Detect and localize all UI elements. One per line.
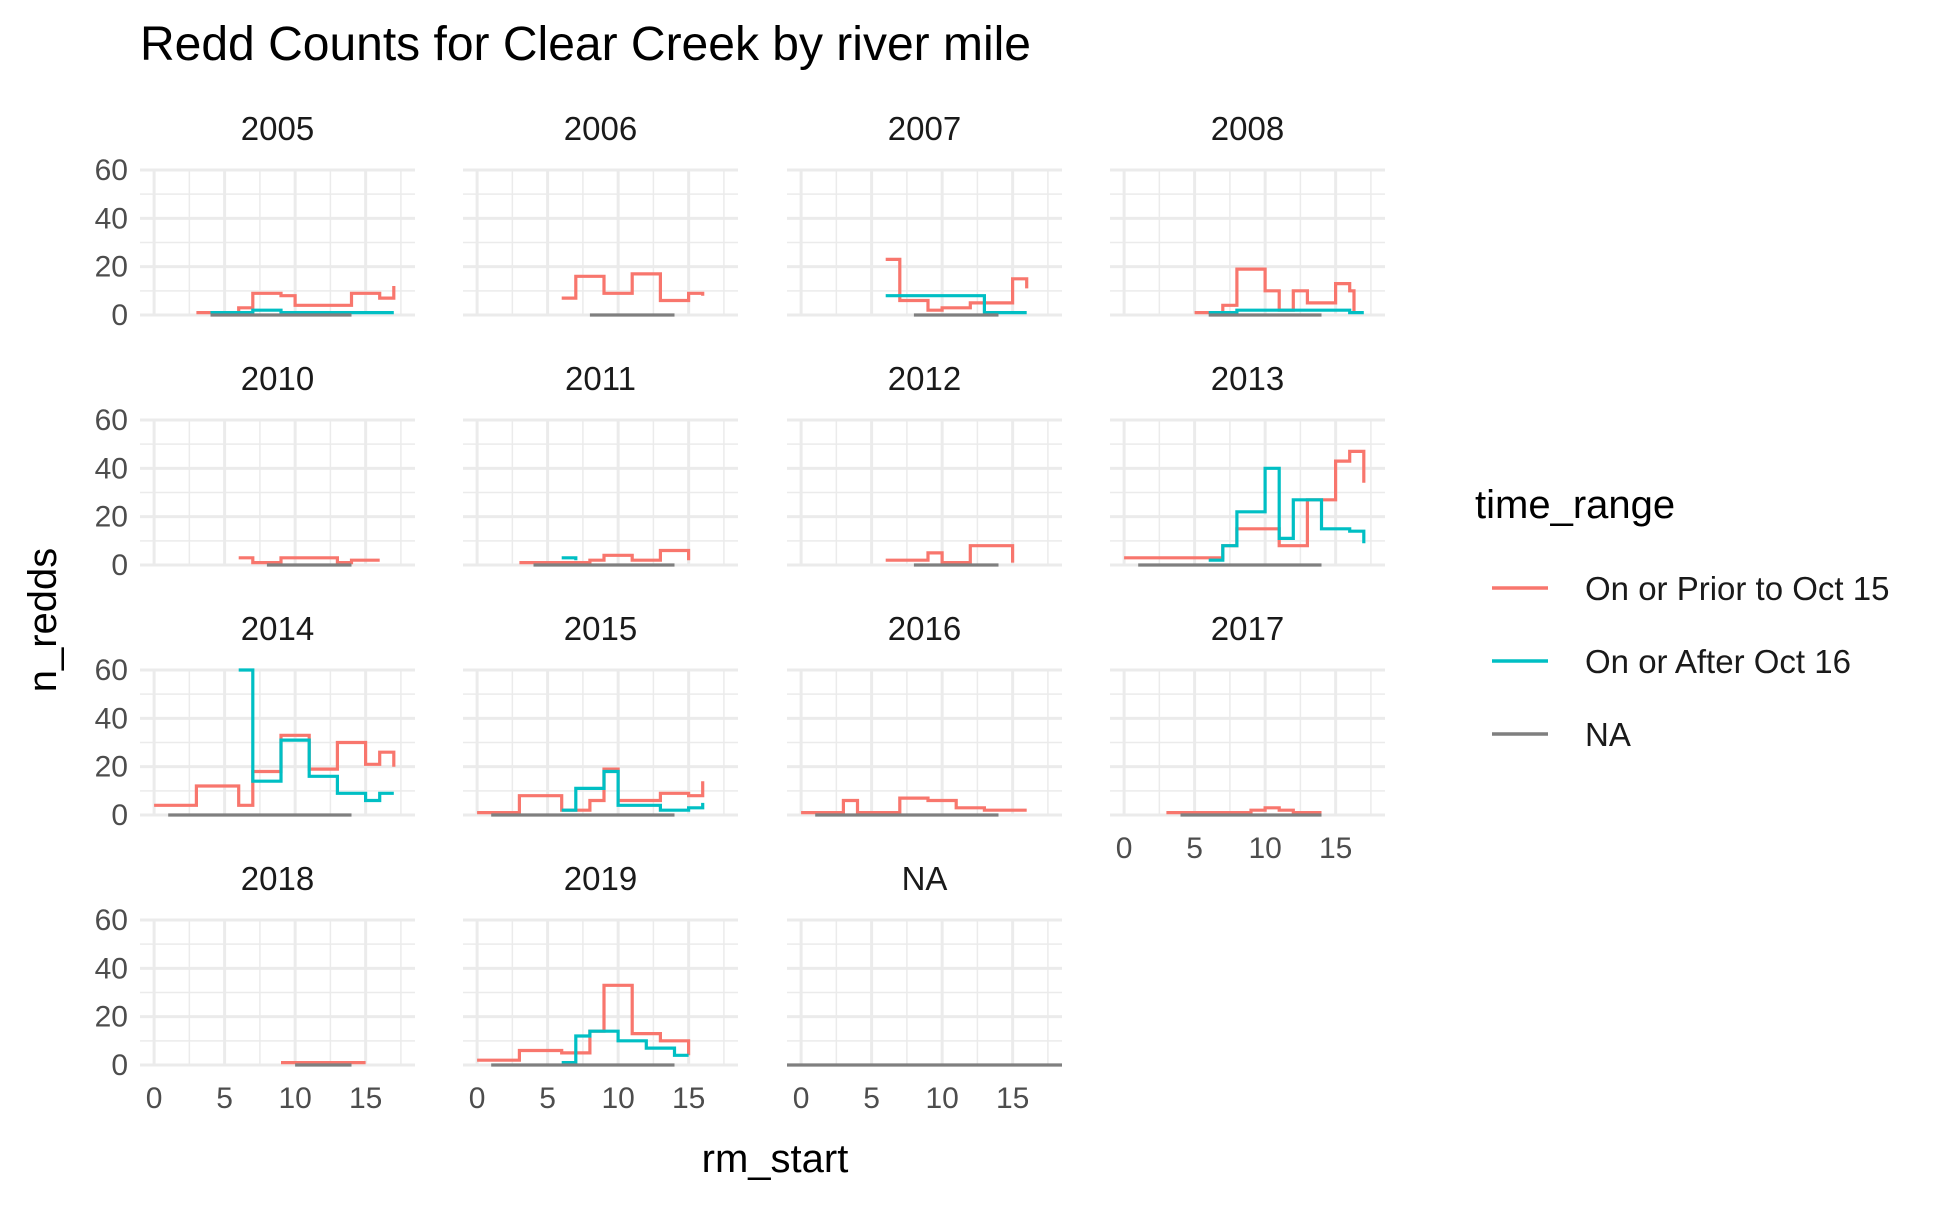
facet-strip-label: 2007	[888, 110, 961, 147]
facet-strip-label: 2014	[241, 610, 314, 647]
series-line-on-or-after-oct-16	[885, 294, 1027, 315]
series-line-on-or-after-oct-16	[561, 769, 705, 812]
y-tick-label: 20	[95, 501, 128, 534]
facet-strip-label: 2010	[241, 360, 314, 397]
x-tick-label: 0	[469, 1082, 486, 1115]
x-tick-label: 5	[216, 1082, 233, 1115]
x-tick-label: 15	[996, 1082, 1029, 1115]
facet-panel-2006: 2006	[463, 110, 738, 317]
y-tick-label: 60	[95, 654, 128, 687]
series-line-on-or-prior-to-oct-15	[519, 548, 691, 565]
facet-strip-label: 2017	[1211, 610, 1284, 647]
x-tick-label: 0	[146, 1082, 163, 1115]
facet-panel-2017: 2017 0 5 10 15	[1110, 610, 1385, 865]
facet-panel-2018: 2018 0 20 40 60 0 5 10 15	[95, 860, 415, 1115]
y-tick-label: 20	[95, 1001, 128, 1034]
facet-panel-2010: 2010 0 20 40 60	[95, 360, 415, 582]
series-line-on-or-after-oct-16	[238, 668, 394, 803]
facet-panel-2011: 2011	[463, 360, 738, 567]
y-tick-label: 40	[95, 702, 128, 735]
x-tick-label: 0	[793, 1082, 810, 1115]
legend: time_range On or Prior to Oct 15 On or Af…	[1475, 483, 1889, 753]
facet-strip-label: 2012	[888, 360, 961, 397]
facet-strip-label: NA	[902, 860, 948, 897]
facet-strip-label: 2013	[1211, 360, 1284, 397]
series-line-on-or-after-oct-16	[561, 556, 578, 561]
y-axis-title: n_redds	[21, 548, 65, 693]
legend-title: time_range	[1475, 483, 1675, 527]
x-tick-label: 15	[1319, 832, 1352, 865]
series-line-on-or-after-oct-16	[1208, 308, 1364, 315]
x-axis-title: rm_start	[702, 1137, 849, 1181]
x-tick-label: 10	[925, 1082, 958, 1115]
legend-label: On or Prior to Oct 15	[1585, 570, 1889, 607]
series-line-on-or-prior-to-oct-15	[154, 733, 396, 807]
facet-panel-2008: 2008	[1110, 110, 1385, 317]
y-tick-label: 60	[95, 404, 128, 437]
y-tick-label: 40	[95, 452, 128, 485]
x-tick-label: 5	[863, 1082, 880, 1115]
facet-panel-2015: 2015	[463, 610, 738, 817]
series-line-on-or-prior-to-oct-15	[885, 257, 1029, 312]
facet-strip-label: 2006	[564, 110, 637, 147]
facet-strip-label: 2018	[241, 860, 314, 897]
facet-strip-label: 2008	[1211, 110, 1284, 147]
x-tick-label: 10	[601, 1082, 634, 1115]
series-line-on-or-prior-to-oct-15	[1166, 806, 1322, 815]
series-line-on-or-prior-to-oct-15	[477, 767, 705, 815]
series-line-on-or-prior-to-oct-15	[196, 286, 396, 315]
legend-label: On or After Oct 16	[1585, 643, 1851, 680]
facet-strip-label: 2011	[565, 360, 636, 397]
y-tick-label: 60	[95, 154, 128, 187]
series-line-on-or-prior-to-oct-15	[561, 272, 705, 303]
facet-strip-label: 2015	[564, 610, 637, 647]
facet-panel-2005: 2005 0 20 40 60	[95, 110, 415, 332]
y-tick-label: 0	[111, 549, 128, 582]
series-line-on-or-after-oct-16	[210, 308, 394, 315]
x-tick-label: 5	[1186, 832, 1203, 865]
y-tick-label: 40	[95, 202, 128, 235]
facet-strip-label: 2005	[241, 110, 314, 147]
facet-panel-2013: 2013	[1110, 360, 1385, 567]
y-tick-label: 40	[95, 952, 128, 985]
facet-panel-2012: 2012	[787, 360, 1062, 567]
facet-panel-2014: 2014 0 20 40 60	[95, 610, 415, 832]
y-tick-label: 0	[111, 799, 128, 832]
y-tick-label: 20	[95, 751, 128, 784]
facet-strip-label: 2016	[888, 610, 961, 647]
x-tick-label: 5	[539, 1082, 556, 1115]
y-tick-label: 0	[111, 299, 128, 332]
facet-panel-2007: 2007	[787, 110, 1062, 317]
y-tick-label: 20	[95, 251, 128, 284]
series-line-on-or-prior-to-oct-15	[885, 544, 1015, 565]
facet-panel-2016: 2016	[787, 610, 1062, 817]
chart-title: Redd Counts for Clear Creek by river mil…	[140, 18, 1031, 71]
x-tick-label: 15	[672, 1082, 705, 1115]
series-line-on-or-prior-to-oct-15	[801, 796, 1027, 815]
series-line-on-or-after-oct-16	[561, 1029, 689, 1065]
facet-panel-2019: 2019 0 5 10 15	[463, 860, 738, 1115]
facet-strip-label: 2019	[564, 860, 637, 897]
legend-label: NA	[1585, 716, 1631, 753]
series-line-on-or-after-oct-16	[1208, 466, 1366, 562]
facet-panel-NA: NA 0 5 10 15	[787, 860, 1062, 1115]
y-tick-label: 0	[111, 1049, 128, 1082]
x-tick-label: 10	[278, 1082, 311, 1115]
legend-entries: On or Prior to Oct 15 On or After Oct 16 N…	[1492, 570, 1889, 753]
x-tick-label: 0	[1116, 832, 1133, 865]
y-tick-label: 60	[95, 904, 128, 937]
series-line-on-or-prior-to-oct-15	[238, 556, 380, 565]
x-tick-label: 15	[349, 1082, 382, 1115]
x-tick-label: 10	[1248, 832, 1281, 865]
